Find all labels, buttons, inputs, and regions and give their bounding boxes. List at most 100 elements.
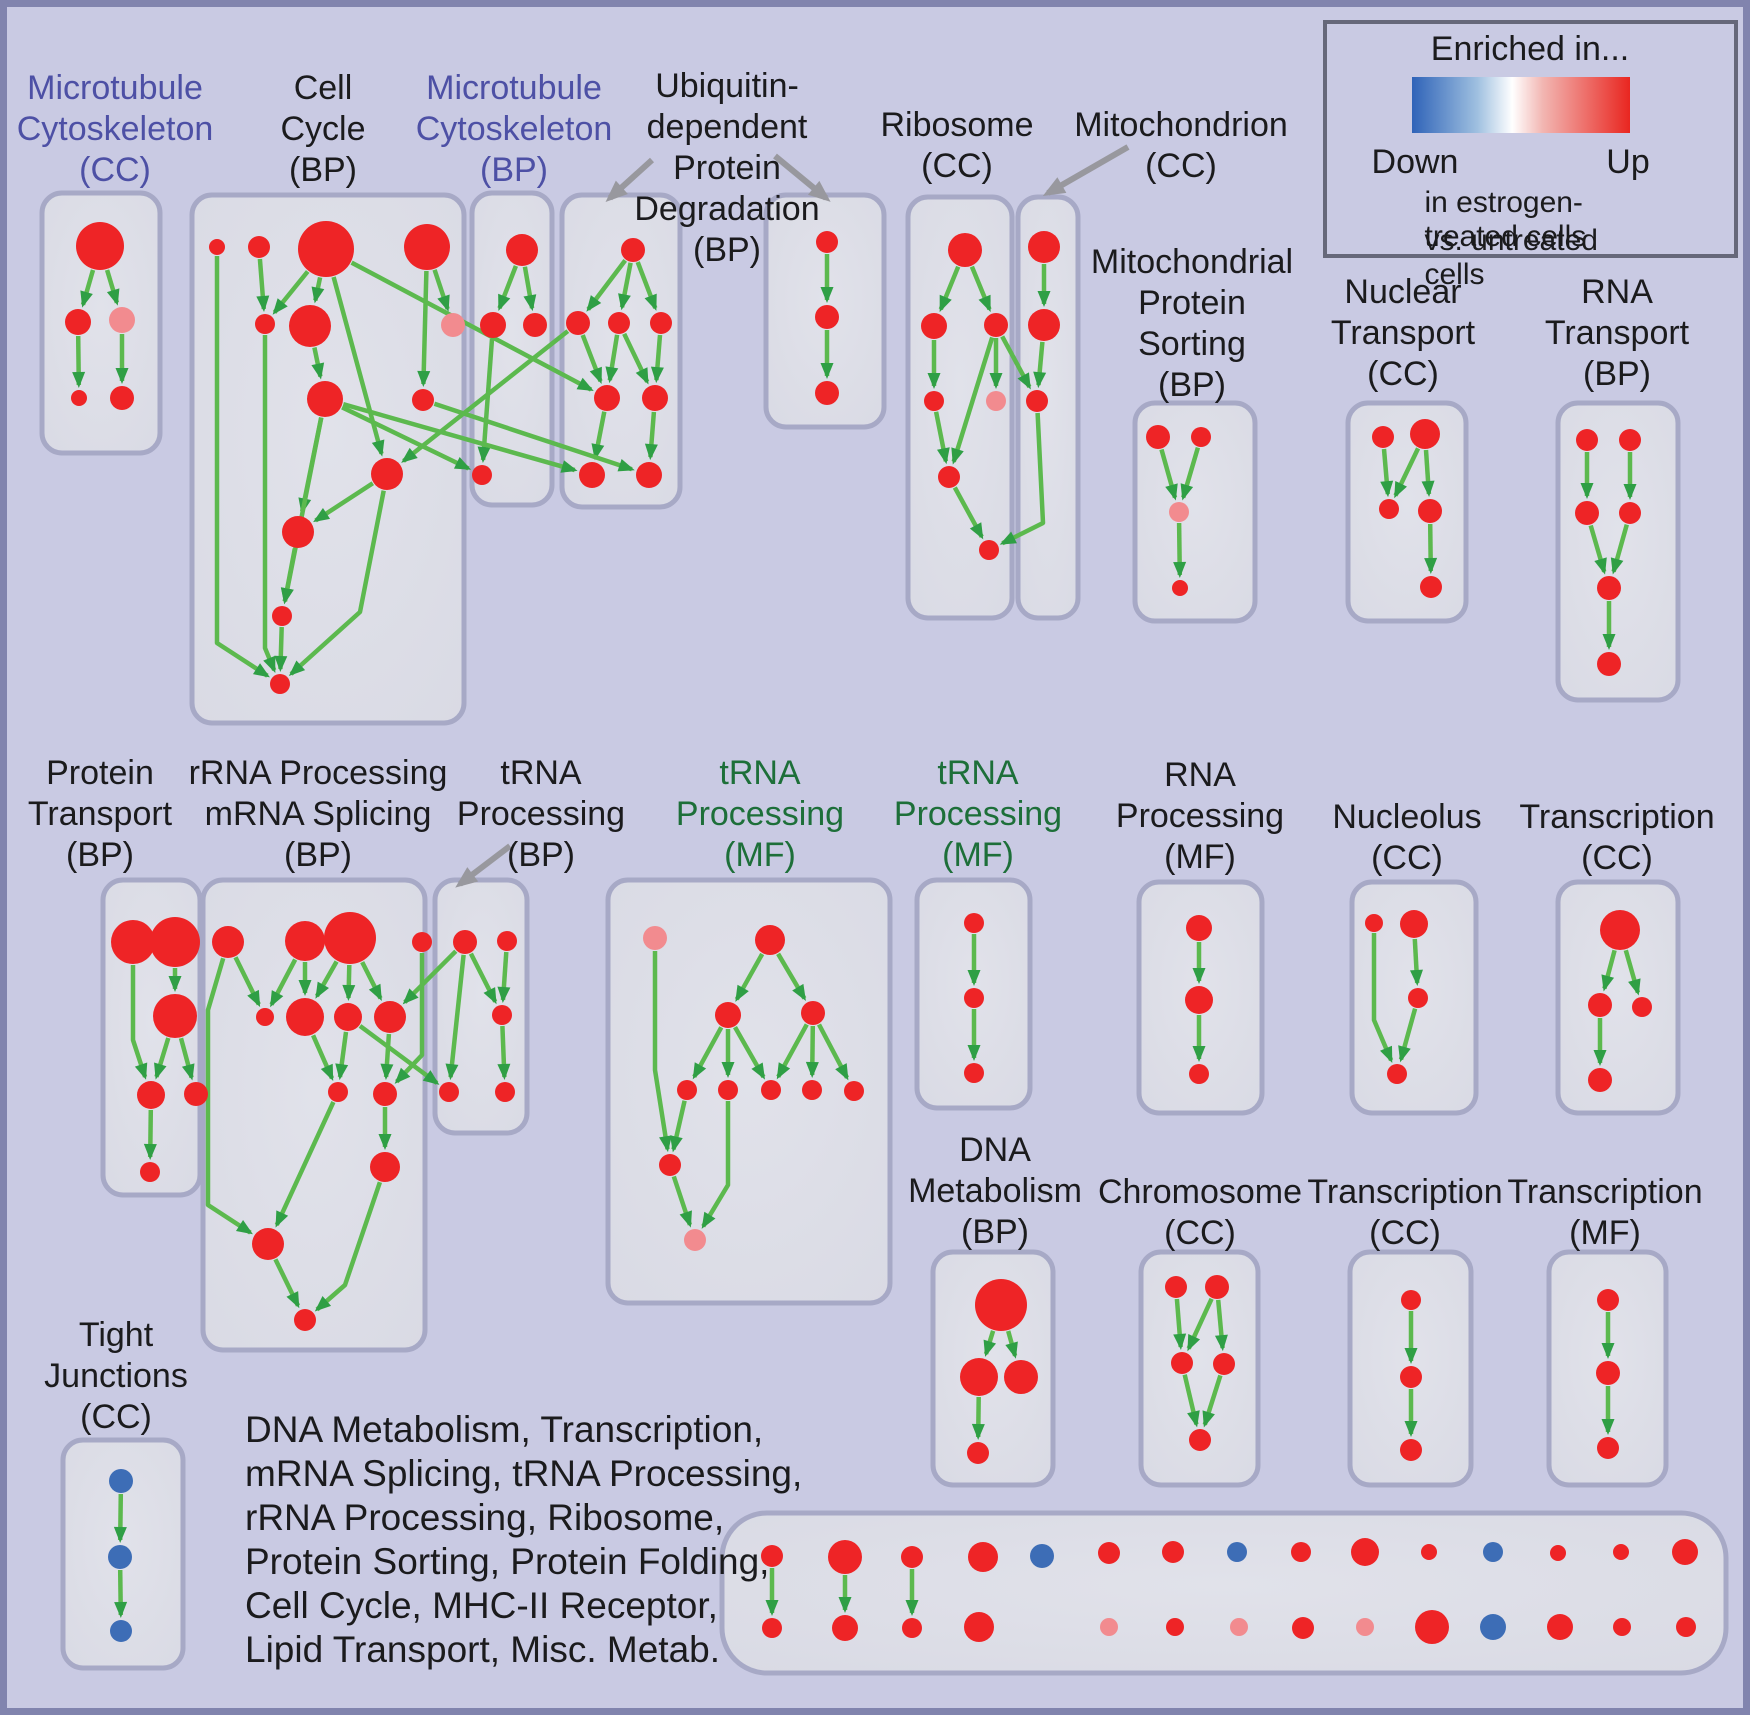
- edge-cell-cycle-8: [313, 481, 375, 523]
- node-rrna-processing-mrna-splicing-bp-0: [212, 926, 244, 958]
- node-nuclear-transport-cc-4: [1420, 576, 1442, 598]
- edge-rrna-processing-mrna-splicing-bp-13: [205, 957, 253, 1235]
- node-trna-processing-mf-2-2: [964, 1063, 984, 1083]
- node-protein-transport-bp-2: [153, 994, 197, 1038]
- cross-edge-0: [341, 405, 472, 471]
- edge-trna-processing-bp-1: [445, 954, 466, 1081]
- edge-microtubule-cytoskeleton-bp-0: [497, 265, 518, 311]
- edge-mitochondrial-protein-sorting-bp-2: [1173, 522, 1187, 578]
- edge-cell-cycle-10: [280, 548, 298, 605]
- edge-trna-processing-mf-1-7: [817, 1023, 849, 1081]
- edge-ubiquitin-degradation-bp-8: [644, 411, 658, 461]
- edge-rrna-processing-mrna-splicing-bp-5: [360, 961, 383, 1001]
- node-misc-group-6: [1162, 1541, 1184, 1563]
- node-ubiquitin-degradation-bp-6: [579, 462, 605, 488]
- node-rrna-processing-mrna-splicing-bp-4: [256, 1008, 274, 1026]
- node-rrna-processing-mrna-splicing-bp-8: [328, 1082, 348, 1102]
- node-misc-group-23: [1356, 1618, 1374, 1636]
- node-mitochondrial-protein-sorting-bp-0: [1146, 425, 1170, 449]
- edge-trna-processing-mf-1-2: [692, 1026, 724, 1080]
- edge-rrna-processing-mrna-splicing-bp-4: [342, 964, 356, 1001]
- node-nucleolus-cc-3: [1387, 1064, 1407, 1084]
- edge-trna-processing-mf-1-5: [776, 1023, 809, 1080]
- cross-edge-7: [358, 1024, 440, 1085]
- node-microtubule-cytoskeleton-bp-0: [506, 234, 538, 266]
- edge-protein-transport-bp-0: [130, 965, 148, 1080]
- node-trna-processing-bp-4: [495, 1082, 515, 1102]
- edge-dna-metabolism-bp-1: [1005, 1330, 1018, 1359]
- node-rna-processing-mf-0: [1186, 915, 1212, 941]
- node-mitochondrion-cc-2: [1026, 390, 1048, 412]
- edge-microtubule-cytoskeleton-bp-1: [522, 266, 537, 312]
- node-rna-transport-bp-0: [1576, 429, 1598, 451]
- node-misc-group-13: [1613, 1544, 1629, 1560]
- node-cell-cycle-5: [289, 305, 331, 347]
- node-misc-group-22: [1292, 1617, 1314, 1639]
- edge-nuclear-transport-cc-2: [1421, 449, 1435, 497]
- node-protein-transport-bp-4: [184, 1082, 208, 1106]
- node-transcription-cc-bottom-0: [1401, 1290, 1421, 1310]
- cluster-box-nuclear-transport-cc: [1345, 400, 1469, 624]
- edge-nucleolus-cc-1: [1398, 1007, 1418, 1063]
- node-transcription-cc-mid-2: [1632, 997, 1652, 1017]
- pointer-arrows: [455, 144, 1130, 888]
- node-microtubule-cytoskeleton-bp-2: [523, 313, 547, 337]
- node-misc-group-15: [762, 1618, 782, 1638]
- edge-ubiquitin-degradation-bp-6: [650, 334, 664, 384]
- node-misc-group-16: [832, 1615, 858, 1641]
- node-cell-cycle-3: [404, 224, 450, 270]
- edge-cell-cycle-1: [272, 270, 310, 315]
- edge-rrna-processing-mrna-splicing-bp-0: [233, 956, 261, 1008]
- node-transcription-mf-0: [1597, 1289, 1619, 1311]
- cross-edge-8: [402, 949, 458, 1005]
- edge-trna-processing-bp-3: [497, 1025, 511, 1080]
- node-trna-processing-mf-1-6: [761, 1080, 781, 1100]
- edge-cell-cycle-13: [262, 335, 277, 673]
- edge-rrna-processing-mrna-splicing-bp-1: [269, 958, 298, 1008]
- edge-ubiquitin-degradation-bp-4: [605, 334, 620, 384]
- node-rna-processing-mf-1: [1185, 986, 1213, 1014]
- cluster-box-transcription-cc-mid: [1555, 879, 1681, 1116]
- cross-edge-5: [1000, 335, 1032, 390]
- node-nuclear-transport-cc-1: [1410, 419, 1440, 449]
- edge-trna-processing-mf-1-4: [733, 1025, 766, 1080]
- edge-nuclear-transport-cc-0: [1380, 448, 1394, 498]
- node-misc-group-7: [1227, 1542, 1247, 1562]
- node-dna-metabolism-bp-2: [1004, 1360, 1038, 1394]
- edge-rrna-processing-mrna-splicing-bp-12: [273, 1258, 301, 1309]
- node-cell-cycle-9: [371, 458, 403, 490]
- edge-rrna-processing-mrna-splicing-bp-3: [314, 960, 339, 999]
- edge-trna-processing-mf-1-1: [776, 952, 807, 1001]
- nodes: [65, 221, 1698, 1644]
- node-cell-cycle-6: [441, 313, 465, 337]
- node-misc-group-21: [1230, 1618, 1248, 1636]
- edge-chromosome-cc-2: [1214, 1299, 1228, 1352]
- node-microtubule-cytoskeleton-cc-1: [65, 309, 91, 335]
- edges: [72, 254, 1641, 1618]
- node-chromosome-cc-0: [1165, 1276, 1187, 1298]
- node-trna-processing-mf-1-1: [755, 925, 785, 955]
- node-misc-group-1: [828, 1540, 862, 1574]
- node-misc-group-18: [964, 1612, 994, 1642]
- cross-edge-6: [999, 412, 1046, 546]
- node-chromosome-cc-1: [1205, 1275, 1229, 1299]
- node-trna-processing-mf-1-10: [684, 1229, 706, 1251]
- node-misc-group-19: [1100, 1618, 1118, 1636]
- node-cell-cycle-11: [272, 606, 292, 626]
- node-nucleolus-cc-2: [1408, 988, 1428, 1008]
- edge-tight-junctions-cc-1: [114, 1569, 128, 1618]
- node-mitochondrion-cc-1: [1028, 309, 1060, 341]
- node-ubiquitin-degradation-bp-5: [642, 385, 668, 411]
- edge-ubiquitin-degradation-bp-2: [635, 261, 658, 311]
- node-transcription-cc-mid-1: [1588, 993, 1612, 1017]
- edge-rrna-processing-mrna-splicing-bp-10: [274, 1101, 336, 1228]
- node-transcription-mf-2: [1597, 1437, 1619, 1459]
- node-trna-processing-bp-0: [453, 930, 477, 954]
- node-nuclear-transport-cc-3: [1418, 499, 1442, 523]
- node-microtubule-cytoskeleton-cc-2: [109, 307, 135, 333]
- node-microtubule-cytoskeleton-bp-3: [472, 465, 492, 485]
- edge-microtubule-cytoskeleton-cc-1: [104, 269, 120, 306]
- node-chromosome-cc-4: [1189, 1429, 1211, 1451]
- node-trna-processing-mf-1-7: [802, 1080, 822, 1100]
- edge-trna-processing-mf-1-0: [734, 952, 765, 1002]
